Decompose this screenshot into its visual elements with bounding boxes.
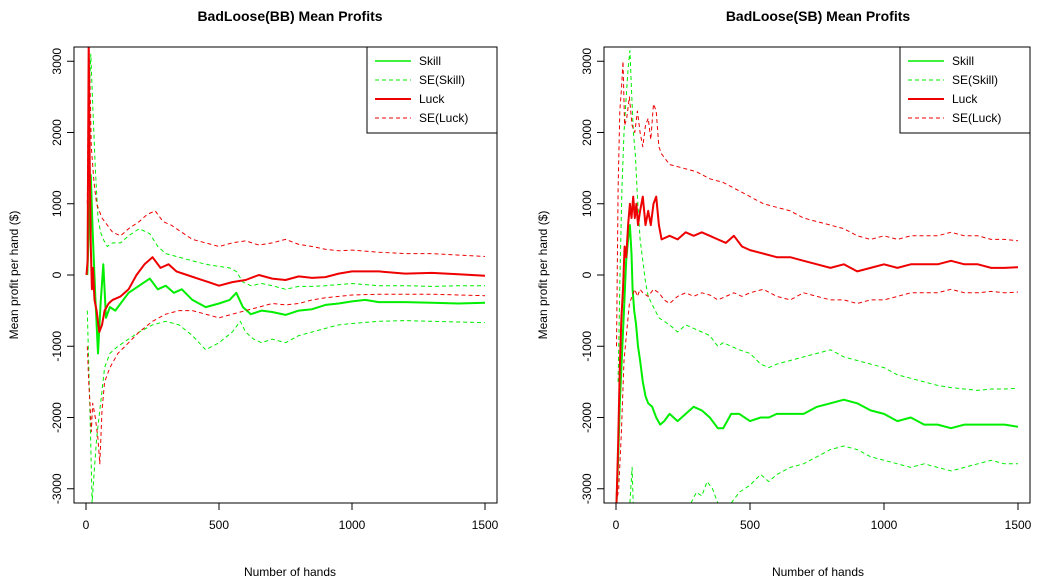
y-tick-label: 0 xyxy=(580,271,594,278)
y-tick-label: -3000 xyxy=(580,473,594,504)
legend-label: Luck xyxy=(419,92,445,106)
x-tick-label: 500 xyxy=(740,518,760,532)
y-tick-label: -1000 xyxy=(50,331,64,362)
plot-area: 0 500 1000 1500 -3000 -2000 -1000 0 1000 2000 3000… xyxy=(50,46,499,532)
series-lines xyxy=(85,47,486,503)
x-axis-label: Number of hands xyxy=(772,565,864,579)
series-skill-line xyxy=(86,174,486,355)
series-se-luck-lower-line xyxy=(616,288,1019,503)
chart-title: BadLoose(SB) Mean Profits xyxy=(726,8,911,24)
chart-bb: BadLoose(BB) Mean Profits Number of hand… xyxy=(7,8,499,579)
x-tick-label: 1000 xyxy=(339,518,366,532)
series-se-skill-lower-line xyxy=(86,310,486,503)
y-tick-label: -1000 xyxy=(580,331,594,362)
legend-label: Skill xyxy=(952,54,974,68)
y-tick-label: 2000 xyxy=(50,119,64,146)
x-axis-label: Number of hands xyxy=(244,565,336,579)
series-se-skill-upper-line xyxy=(617,50,1019,391)
legend-label: SE(Luck) xyxy=(952,111,1001,125)
y-tick-label: 3000 xyxy=(50,48,64,75)
series-se-luck-upper-line xyxy=(616,60,1019,347)
y-tick-label: -3000 xyxy=(50,473,64,504)
legend-label: SE(Skill) xyxy=(952,73,998,87)
plot-area: 0 500 1000 1500 -3000 -2000 -1000 0 1000 2000 3000… xyxy=(580,46,1032,532)
series-se-skill-lower-tail-line xyxy=(690,481,719,503)
x-tick-label: 0 xyxy=(613,518,620,532)
x-tick-label: 1500 xyxy=(1005,518,1032,532)
series-lines xyxy=(615,50,1019,503)
legend-label: SE(Luck) xyxy=(419,111,468,125)
chart-sb: BadLoose(SB) Mean Profits Number of hand… xyxy=(536,8,1032,579)
y-tick-label: 1000 xyxy=(50,190,64,217)
y-axis-label: Mean profit per hand ($) xyxy=(7,211,21,340)
series-se-skill-lower-tail-2-line xyxy=(730,445,1018,503)
legend-label: SE(Skill) xyxy=(419,73,465,87)
legend: Skill SE(Skill) Luck SE(Luck) xyxy=(366,46,498,134)
x-tick-label: 0 xyxy=(83,518,90,532)
series-luck-line xyxy=(85,47,486,333)
legend: Skill SE(Skill) Luck SE(Luck) xyxy=(899,46,1031,134)
y-tick-label: -2000 xyxy=(580,402,594,433)
x-tick-label: 500 xyxy=(209,518,229,532)
y-tick-label: 2000 xyxy=(580,119,594,146)
legend-label: Luck xyxy=(952,92,978,106)
y-tick-label: 3000 xyxy=(580,48,594,75)
series-skill-line xyxy=(615,224,1019,503)
y-tick-label: 0 xyxy=(50,271,64,278)
y-tick-label: -2000 xyxy=(50,402,64,433)
series-se-luck-upper-line xyxy=(86,47,486,257)
series-se-skill-lower-line xyxy=(629,466,634,503)
legend-label: Skill xyxy=(419,54,441,68)
y-tick-label: 1000 xyxy=(580,190,594,217)
x-tick-label: 1000 xyxy=(871,518,898,532)
y-axis-label: Mean profit per hand ($) xyxy=(536,211,550,340)
series-se-luck-lower-line xyxy=(86,293,486,465)
chart-title: BadLoose(BB) Mean Profits xyxy=(197,8,382,24)
series-luck-line xyxy=(615,195,1019,503)
x-tick-label: 1500 xyxy=(472,518,499,532)
